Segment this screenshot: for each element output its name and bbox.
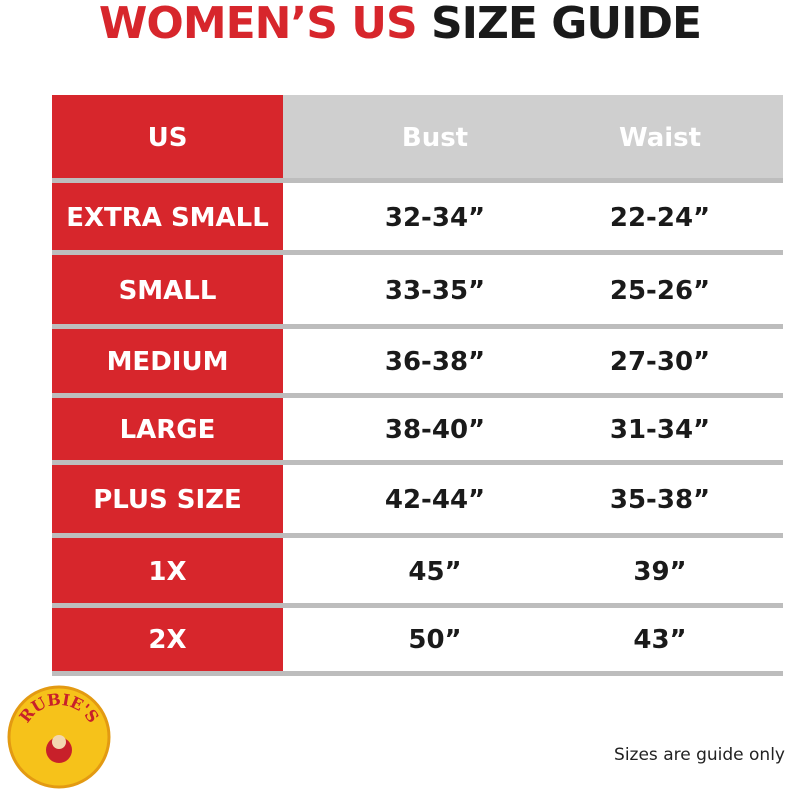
measurement: 36-38” — [384, 347, 486, 377]
measurement: 31-34” — [609, 415, 711, 445]
size-label: PLUS SIZE — [52, 465, 283, 535]
size-label: LARGE — [52, 398, 283, 462]
row-separator — [52, 250, 783, 255]
measurement: 42-44” — [384, 485, 486, 515]
size-label: 2X — [52, 608, 283, 672]
size-label: 1X — [52, 538, 283, 605]
title-black: SIZE GUIDE — [430, 0, 702, 49]
measurement: 50” — [408, 625, 462, 655]
measurement: 27-30” — [609, 347, 711, 377]
row-separator — [52, 603, 783, 608]
row-separator — [52, 460, 783, 465]
measurement: 22-24” — [609, 202, 711, 233]
measurement: 35-38” — [609, 485, 711, 515]
measurement: 43” — [633, 625, 687, 655]
row-separator — [52, 393, 783, 398]
column-header: Waist — [618, 122, 702, 153]
measurement: 39” — [633, 556, 687, 587]
measurement: 33-35” — [384, 275, 486, 306]
title: WOMEN’S US SIZE GUIDE — [0, 0, 800, 48]
column-header: US — [52, 95, 283, 180]
row-separator — [52, 533, 783, 538]
measurement: 38-40” — [384, 415, 486, 445]
row-separator — [52, 178, 783, 183]
footer-note: Sizes are guide only — [614, 745, 785, 765]
size-label: SMALL — [52, 255, 283, 326]
row-separator — [52, 671, 783, 676]
size-label: EXTRA SMALL — [52, 183, 283, 252]
row-separator — [52, 324, 783, 329]
measurement: 32-34” — [384, 202, 486, 233]
measurement: 25-26” — [609, 275, 711, 306]
header-background — [283, 95, 783, 180]
title-red: WOMEN’S US — [98, 0, 418, 49]
size-label: MEDIUM — [52, 329, 283, 395]
measurement: 45” — [408, 556, 462, 587]
logo: RUBIE'S — [7, 685, 111, 789]
column-header: Bust — [401, 122, 469, 153]
